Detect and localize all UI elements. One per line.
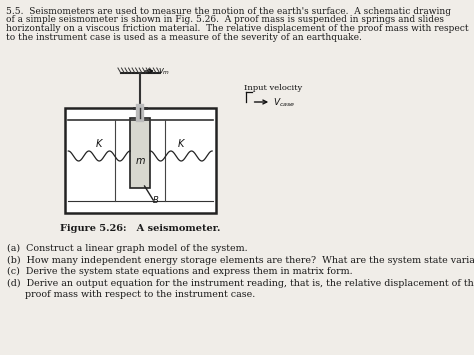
- Text: (b)  How many independent energy storage elements are there?  What are the syste: (b) How many independent energy storage …: [7, 256, 474, 264]
- Text: Figure 5.26:   A seismometer.: Figure 5.26: A seismometer.: [60, 224, 220, 233]
- Text: $v_m$: $v_m$: [158, 67, 171, 77]
- Text: proof mass with respect to the instrument case.: proof mass with respect to the instrumen…: [7, 290, 255, 299]
- Text: Input velocity: Input velocity: [245, 84, 303, 92]
- Text: of a simple seismometer is shown in Fig. 5.26.  A proof mass is suspended in spr: of a simple seismometer is shown in Fig.…: [6, 16, 444, 24]
- Text: $K$: $K$: [95, 137, 104, 149]
- Text: $B$: $B$: [152, 194, 159, 205]
- Text: horizontally on a viscous friction material.  The relative displacement of the p: horizontally on a viscous friction mater…: [6, 24, 468, 33]
- Text: to the instrument case is used as a measure of the severity of an earthquake.: to the instrument case is used as a meas…: [6, 33, 362, 42]
- Text: (d)  Derive an output equation for the instrument reading, that is, the relative: (d) Derive an output equation for the in…: [7, 279, 474, 288]
- Text: 5.5.  Seismometers are used to measure the motion of the earth's surface.  A sch: 5.5. Seismometers are used to measure th…: [6, 7, 451, 16]
- Text: (a)  Construct a linear graph model of the system.: (a) Construct a linear graph model of th…: [7, 244, 248, 253]
- Text: $V_{case}$: $V_{case}$: [273, 97, 295, 109]
- Bar: [130, 118, 150, 188]
- Text: (c)  Derive the system state equations and express them in matrix form.: (c) Derive the system state equations an…: [7, 267, 353, 276]
- Bar: [65, 108, 216, 213]
- Text: $m$: $m$: [135, 156, 146, 166]
- Text: $K$: $K$: [177, 137, 186, 149]
